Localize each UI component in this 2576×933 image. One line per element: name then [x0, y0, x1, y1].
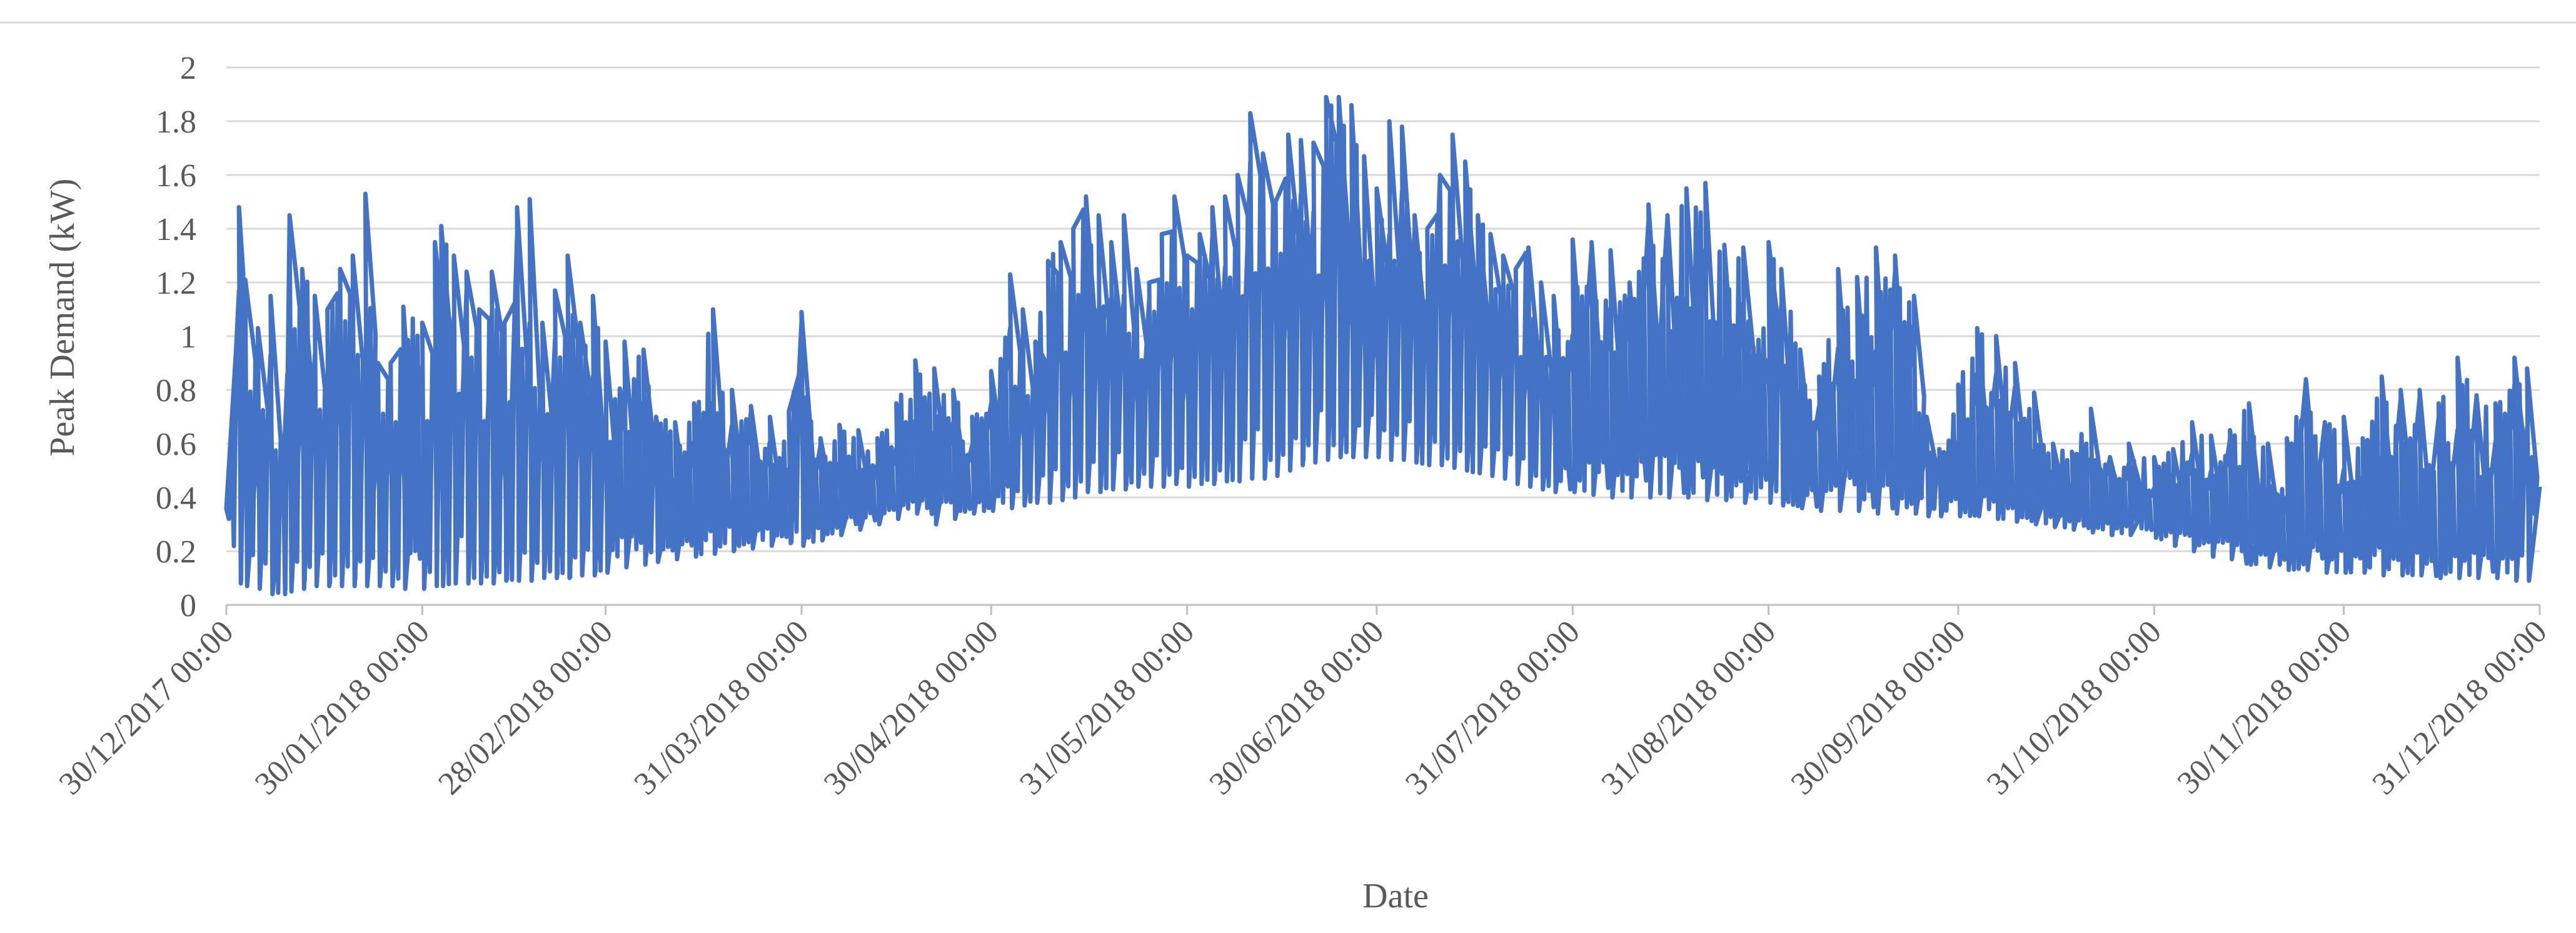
x-tick-label: 31/08/2018 00:00	[1594, 614, 1783, 802]
x-tick-label: 31/12/2018 00:00	[2366, 614, 2554, 802]
y-tick-label: 0.4	[156, 481, 196, 516]
y-tick-label: 0	[180, 588, 196, 624]
x-tick-label: 30/12/2017 00:00	[53, 614, 241, 802]
y-tick-labels: 0 0.2 0.4 0.6 0.8 1 1.2 1.4 1.6 1.8 2	[156, 51, 196, 624]
axes	[225, 604, 2541, 615]
y-axis-title: Peak Demand (kW)	[43, 179, 82, 457]
x-tick-label: 31/10/2018 00:00	[1980, 614, 2168, 802]
x-tick-label: 31/03/2018 00:00	[628, 614, 816, 802]
x-tick-label: 28/02/2018 00:00	[431, 614, 620, 802]
y-tick-label: 1.2	[156, 266, 196, 301]
y-tick-label: 1.8	[156, 104, 196, 140]
x-tick-label: 30/09/2018 00:00	[1784, 614, 1973, 802]
y-tick-label: 0.8	[156, 373, 196, 409]
y-tick-label: 0.2	[156, 534, 196, 570]
y-tick-label: 1.4	[156, 212, 196, 247]
x-tick-labels: 30/12/2017 00:00 30/01/2018 00:0028/02/20…	[53, 614, 2554, 802]
y-tick-label: 1	[180, 319, 196, 355]
x-tick-label: 30/11/2018 00:00	[2171, 614, 2358, 801]
y-tick-label: 1.6	[156, 158, 196, 194]
x-axis-title: Date	[1362, 877, 1429, 916]
series-peak-demand	[224, 94, 2542, 597]
x-tick-label: 30/01/2018 00:00	[248, 614, 436, 802]
x-tick-label: 31/05/2018 00:00	[1013, 614, 1201, 802]
series-line	[224, 94, 2542, 597]
x-tick-label: 30/04/2018 00:00	[817, 614, 1005, 802]
x-tick-label: 31/07/2018 00:00	[1399, 614, 1587, 802]
y-tick-label: 2	[180, 51, 196, 86]
x-tick-label: 30/06/2018 00:00	[1203, 614, 1391, 802]
y-tick-label: 0.6	[156, 427, 196, 462]
